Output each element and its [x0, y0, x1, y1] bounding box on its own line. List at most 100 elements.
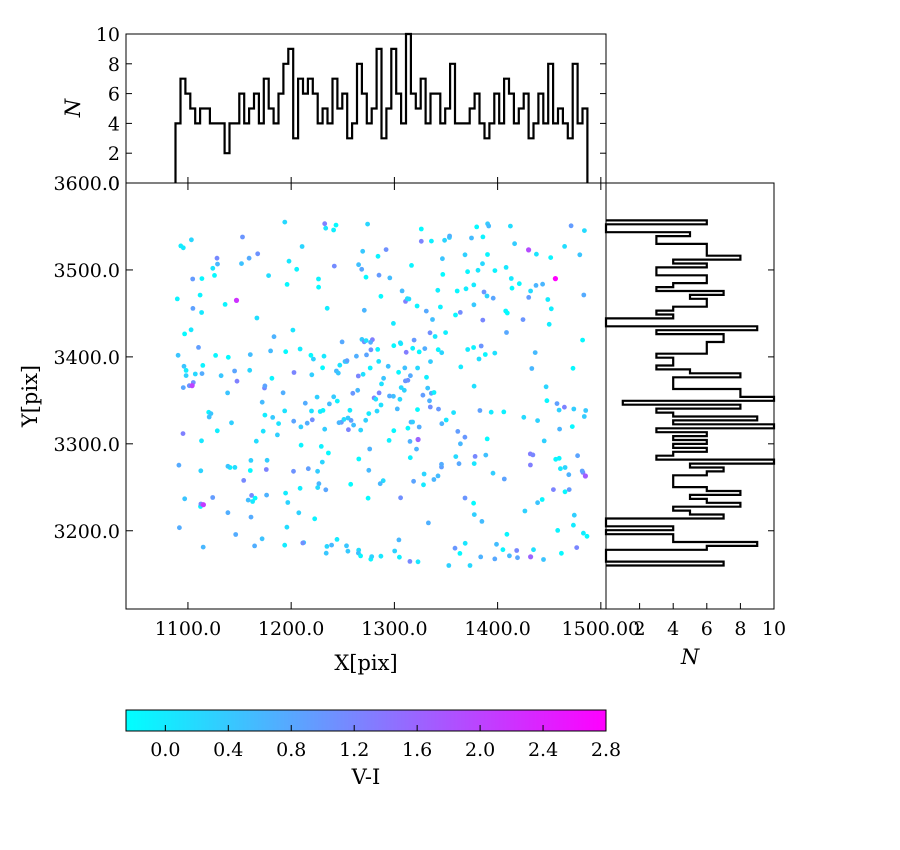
scatter-point	[411, 478, 416, 484]
scatter-point	[545, 297, 551, 302]
scatter-point	[399, 288, 405, 294]
scatter-point	[321, 353, 327, 359]
scatter-point	[427, 398, 432, 404]
scatter-point	[285, 500, 291, 505]
scatter-point	[316, 284, 321, 290]
scatter-point	[180, 385, 186, 390]
scatter-point	[385, 363, 391, 369]
scatter-point	[309, 408, 314, 414]
scatter-point	[341, 417, 347, 422]
scatter-point	[247, 468, 253, 473]
scatter-point	[369, 554, 375, 559]
scatter-point	[480, 261, 485, 267]
scatter-point	[309, 372, 315, 378]
scatter-xlabel: X[pix]	[334, 651, 397, 675]
scatter-point	[391, 343, 397, 349]
scatter-point	[350, 390, 356, 396]
right-histogram-xtick-label: 2	[634, 618, 646, 640]
scatter-point-highlight	[415, 436, 421, 443]
scatter-point	[443, 417, 449, 423]
scatter-point	[208, 411, 214, 416]
scatter-point	[579, 468, 585, 474]
scatter-point	[478, 554, 484, 560]
scatter-point	[397, 340, 403, 346]
scatter-point	[391, 321, 396, 326]
scatter-point	[481, 289, 487, 295]
scatter-point	[197, 292, 203, 298]
scatter-point	[401, 387, 407, 393]
scatter-point	[326, 450, 331, 456]
scatter-point	[345, 415, 351, 421]
scatter-xtick-label: 1300.0	[361, 618, 427, 640]
scatter-point	[471, 383, 477, 389]
scatter-point	[381, 375, 386, 381]
scatter-point	[320, 365, 325, 371]
scatter-point	[562, 489, 568, 495]
scatter-point	[360, 248, 366, 254]
scatter-point	[528, 462, 533, 468]
scatter-point	[316, 481, 322, 487]
scatter-point	[312, 516, 318, 522]
scatter-point	[253, 438, 259, 444]
scatter-point	[539, 497, 545, 502]
colorbar-tick-label: 0.0	[150, 739, 180, 761]
scatter-point	[324, 305, 330, 311]
scatter-point	[463, 286, 469, 292]
scatter-point	[420, 392, 426, 398]
scatter-point	[462, 540, 468, 546]
scatter-point	[414, 303, 420, 309]
scatter-point	[323, 487, 329, 493]
scatter-point	[559, 550, 564, 556]
scatter-point	[530, 452, 536, 458]
scatter-point	[366, 467, 372, 473]
scatter-point	[331, 227, 336, 233]
scatter-point	[396, 369, 401, 375]
scatter-point	[317, 409, 323, 414]
scatter-point	[367, 446, 373, 452]
scatter-point	[337, 362, 343, 368]
colorbar-tick-label: 0.8	[276, 739, 306, 761]
scatter-point	[486, 223, 492, 229]
scatter-point	[509, 285, 515, 291]
scatter-point	[286, 258, 292, 264]
scatter-point	[447, 233, 452, 239]
scatter-point	[329, 542, 334, 548]
scatter-point	[553, 456, 559, 462]
scatter-point	[562, 244, 567, 249]
scatter-point	[581, 292, 587, 298]
scatter-point	[581, 414, 587, 419]
scatter-point	[569, 424, 575, 429]
scatter-point	[483, 452, 489, 458]
scatter-point	[356, 262, 361, 268]
scatter-point	[533, 283, 539, 288]
scatter-point	[252, 543, 257, 549]
scatter-point	[438, 304, 443, 310]
scatter-point	[571, 512, 577, 518]
scatter-point	[348, 481, 354, 487]
scatter-point	[541, 438, 547, 444]
scatter-point	[247, 367, 253, 373]
scatter-point	[183, 373, 189, 378]
scatter-point	[327, 401, 332, 407]
scatter-point	[345, 548, 351, 554]
scatter-point	[252, 495, 258, 501]
scatter-point	[477, 408, 483, 413]
scatter-point	[568, 223, 574, 229]
scatter-point	[556, 407, 562, 413]
scatter-point	[190, 276, 196, 282]
scatter-point	[440, 272, 446, 277]
scatter-point	[178, 243, 184, 249]
scatter-point	[431, 390, 437, 395]
scatter-point	[440, 256, 445, 262]
scatter-point	[200, 363, 206, 368]
scatter-point	[183, 368, 189, 373]
scatter-point	[249, 493, 255, 498]
scatter-point	[439, 421, 445, 427]
scatter-point	[361, 307, 367, 313]
scatter-point	[535, 418, 540, 423]
scatter-point	[514, 548, 520, 553]
scatter-point	[377, 481, 383, 487]
scatter-point	[405, 425, 411, 431]
scatter-point	[291, 370, 297, 375]
scatter-point	[422, 346, 428, 351]
